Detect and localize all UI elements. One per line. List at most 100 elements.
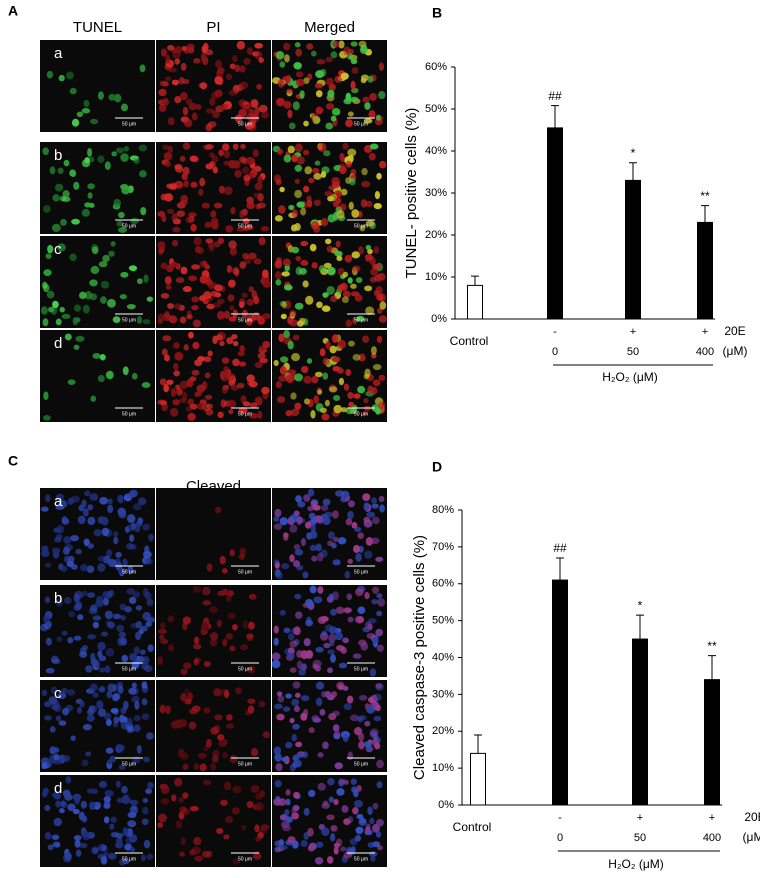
cell	[325, 122, 334, 130]
x-tick-label: 50	[634, 832, 646, 844]
cell	[351, 67, 359, 74]
cell	[188, 331, 194, 339]
cell	[280, 563, 290, 570]
cell	[108, 250, 115, 257]
cell	[378, 90, 386, 100]
cell	[44, 832, 52, 840]
cell	[273, 637, 279, 646]
cell	[356, 315, 365, 322]
cell	[223, 103, 229, 111]
cell	[287, 145, 295, 154]
cell	[111, 693, 120, 702]
cell	[61, 688, 68, 694]
cell	[128, 687, 137, 695]
cell	[89, 683, 98, 692]
cell	[295, 48, 303, 57]
micrograph: 50 μm	[156, 775, 271, 867]
cell	[46, 290, 55, 299]
image-background	[156, 236, 271, 328]
cell	[273, 523, 283, 530]
cell	[63, 159, 70, 167]
y-axis-label: TUNEL- positive cells (%)	[403, 108, 420, 279]
cell	[207, 121, 217, 128]
cell	[303, 494, 311, 502]
cell	[113, 536, 119, 545]
cell	[373, 715, 382, 722]
cell	[65, 776, 72, 784]
cell	[238, 361, 247, 367]
cell	[103, 803, 111, 809]
cell	[159, 634, 165, 641]
cell	[182, 792, 189, 799]
cell	[167, 145, 173, 154]
cell	[328, 712, 337, 721]
cell	[329, 345, 337, 354]
cell	[294, 593, 302, 600]
cell	[308, 512, 316, 520]
cell	[361, 180, 371, 188]
cell	[228, 279, 236, 288]
cell	[193, 58, 201, 64]
cell	[73, 344, 80, 350]
cell	[317, 752, 324, 758]
cell	[310, 530, 318, 539]
cell	[249, 402, 258, 409]
cell	[344, 254, 353, 263]
cell	[193, 643, 202, 650]
x-tick-label: 0	[557, 832, 563, 844]
cell	[347, 111, 354, 117]
cell	[124, 843, 133, 851]
cell	[167, 615, 175, 623]
cell	[194, 245, 201, 254]
cell	[331, 510, 339, 519]
image-background	[40, 40, 155, 132]
cell	[232, 340, 239, 347]
cell	[374, 190, 381, 200]
significance: *	[638, 598, 643, 612]
cell	[294, 402, 302, 410]
cell	[174, 58, 181, 65]
cell	[254, 396, 263, 404]
cell	[370, 267, 379, 276]
cell	[138, 144, 148, 152]
row-label: d	[54, 780, 62, 797]
scale-bar-label: 50 μm	[354, 121, 368, 127]
cell	[79, 700, 85, 708]
cell	[216, 310, 225, 320]
cell	[291, 154, 298, 163]
cell	[78, 842, 88, 849]
cell	[243, 58, 251, 65]
cell	[205, 738, 212, 748]
cell	[165, 54, 171, 64]
cell	[289, 640, 298, 648]
cell	[121, 785, 128, 794]
cell	[217, 66, 225, 75]
cell	[369, 143, 379, 150]
cell	[343, 98, 352, 105]
cell	[241, 292, 248, 298]
cell	[321, 827, 330, 837]
cell	[220, 399, 227, 408]
cell	[351, 251, 360, 259]
scale-bar-label: 50 μm	[238, 121, 252, 127]
cell	[62, 789, 71, 798]
cell	[47, 244, 54, 254]
cell	[204, 222, 213, 229]
cell	[183, 118, 193, 128]
panel-label: D	[432, 459, 442, 475]
cell	[180, 668, 188, 675]
cell	[43, 614, 50, 623]
cell	[364, 285, 373, 292]
cell	[279, 61, 286, 68]
cell	[280, 356, 289, 363]
cell	[355, 588, 364, 597]
cell	[173, 720, 179, 730]
scale-bar-label: 50 μm	[122, 569, 136, 575]
cell	[59, 808, 65, 814]
cell	[89, 801, 96, 810]
cell	[339, 152, 345, 161]
cell	[212, 110, 220, 119]
cell	[98, 780, 108, 789]
cell	[289, 667, 297, 673]
cell	[179, 199, 189, 206]
